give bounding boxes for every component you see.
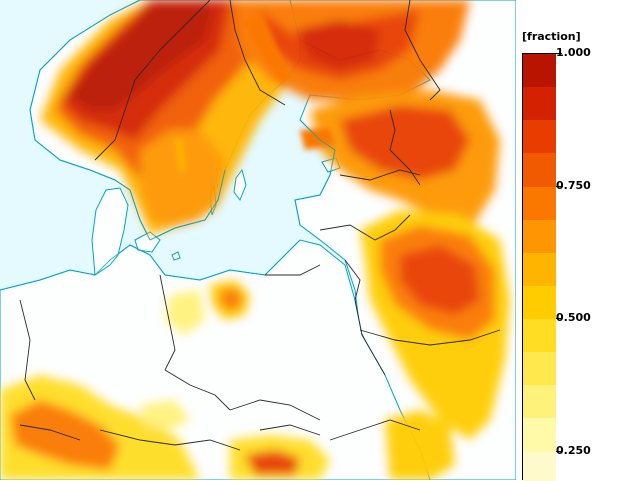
legend-band xyxy=(523,319,556,352)
legend-band xyxy=(523,220,556,253)
legend-band xyxy=(523,120,556,153)
legend-band xyxy=(523,153,556,186)
legend-band xyxy=(523,253,556,286)
legend-band xyxy=(523,87,556,120)
legend-band xyxy=(523,187,556,220)
legend-tick-label: 1.000 xyxy=(556,46,591,59)
legend-tick-label: 0.500 xyxy=(556,311,591,324)
legend-color-bar xyxy=(522,53,556,480)
legend-tick-label: 0.750 xyxy=(556,179,591,192)
color-legend: [fraction] 1.000 0.750 0.500 0.250 xyxy=(516,0,640,480)
legend-band xyxy=(523,418,556,451)
legend-band xyxy=(523,352,556,385)
legend-unit-label: [fraction] xyxy=(522,30,581,43)
legend-tick-label: 0.250 xyxy=(556,444,591,457)
legend-band xyxy=(523,452,556,481)
legend-band xyxy=(523,54,556,87)
legend-band xyxy=(523,385,556,418)
legend-band xyxy=(523,286,556,319)
fraction-map xyxy=(0,0,516,480)
